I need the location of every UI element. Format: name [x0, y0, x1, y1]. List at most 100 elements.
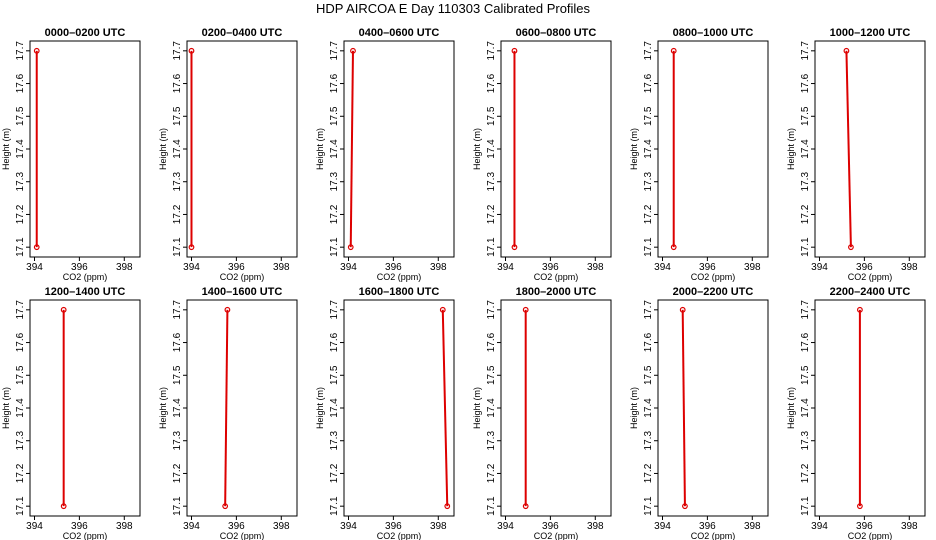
- y-tick-label: 17.2: [800, 463, 811, 483]
- y-tick-label: 17.7: [486, 41, 497, 61]
- panel-8: 1400–1600 UTC 394 396 398 17.1 17.2 17.3 17.4 17…: [158, 286, 298, 540]
- data-point: [522, 503, 529, 510]
- y-axis-label: Height (m): [786, 128, 796, 170]
- y-tick-label: 17.1: [172, 237, 183, 257]
- y-tick-label: 17.1: [329, 496, 340, 516]
- y-tick-label: 17.6: [643, 332, 654, 352]
- y-tick-label: 17.1: [486, 237, 497, 257]
- y-tick-label: 17.3: [486, 172, 497, 192]
- x-tick-label: 398: [430, 262, 447, 273]
- plot-frame: [343, 299, 455, 517]
- y-tick-label: 17.5: [486, 106, 497, 126]
- x-tick-label: 398: [273, 521, 290, 532]
- y-axis-label: Height (m): [786, 387, 796, 429]
- y-tick-label: 17.3: [15, 431, 26, 451]
- y-tick-label: 17.4: [486, 398, 497, 418]
- y-tick-label: 17.5: [643, 365, 654, 385]
- data-point: [670, 244, 677, 251]
- y-tick-label: 17.3: [15, 172, 26, 192]
- y-tick-label: 17.2: [172, 204, 183, 224]
- y-tick-label: 17.2: [643, 463, 654, 483]
- y-axis-label: Height (m): [472, 128, 482, 170]
- panel-4: 0600–0800 UTC 394 396 398 17.1 17.2 17.3 17.4 17…: [472, 27, 612, 282]
- y-tick-label: 17.7: [486, 300, 497, 320]
- x-tick-label: 398: [116, 521, 133, 532]
- y-tick-label: 17.1: [800, 237, 811, 257]
- x-axis-label: CO2 (ppm): [220, 531, 265, 540]
- data-point: [222, 503, 229, 510]
- plot-frame: [500, 299, 612, 517]
- y-tick-label: 17.7: [15, 300, 26, 320]
- figure-title: HDP AIRCOA E Day 110303 Calibrated Profi…: [316, 1, 591, 16]
- panel-12: 2200–2400 UTC 394 396 398 17.1 17.2 17.3 17.4 17…: [786, 286, 926, 540]
- x-tick-label: 398: [901, 521, 918, 532]
- panel-3: 0400–0600 UTC 394 396 398 17.1 17.2 17.3 17.4 17…: [315, 27, 455, 282]
- panel-title: 1800–2000 UTC: [516, 286, 597, 298]
- y-tick-label: 17.6: [15, 73, 26, 93]
- x-axis-label: CO2 (ppm): [377, 531, 422, 540]
- y-tick-label: 17.6: [329, 73, 340, 93]
- y-tick-label: 17.4: [329, 139, 340, 159]
- data-point: [682, 503, 688, 510]
- x-axis-label: CO2 (ppm): [377, 272, 422, 282]
- x-tick-label: 396: [385, 521, 402, 532]
- x-tick-label: 396: [542, 262, 559, 273]
- x-axis-label: CO2 (ppm): [691, 531, 736, 540]
- x-tick-label: 394: [654, 262, 671, 273]
- y-tick-label: 17.4: [800, 139, 811, 159]
- y-tick-label: 17.3: [643, 172, 654, 192]
- x-tick-label: 394: [654, 521, 671, 532]
- x-tick-label: 394: [811, 521, 828, 532]
- profile-line: [681, 309, 686, 507]
- x-tick-label: 396: [71, 521, 88, 532]
- y-tick-label: 17.7: [172, 300, 183, 320]
- y-axis-label: Height (m): [158, 387, 168, 429]
- data-point: [843, 47, 850, 54]
- panel-7: 1200–1400 UTC 394 396 398 17.1 17.2 17.3 17.4 17…: [1, 286, 141, 540]
- y-tick-label: 17.7: [643, 300, 654, 320]
- data-point: [848, 244, 854, 251]
- y-axis-label: Height (m): [1, 128, 11, 170]
- plot-frame: [186, 40, 298, 258]
- y-tick-label: 17.5: [15, 106, 26, 126]
- y-tick-label: 17.2: [643, 204, 654, 224]
- x-tick-label: 396: [542, 521, 559, 532]
- data-point: [60, 503, 67, 510]
- y-tick-label: 17.5: [486, 365, 497, 385]
- data-point: [33, 47, 40, 54]
- y-tick-label: 17.4: [15, 398, 26, 418]
- x-axis-label: CO2 (ppm): [534, 531, 579, 540]
- y-tick-label: 17.5: [329, 106, 340, 126]
- data-point: [188, 47, 195, 54]
- y-tick-label: 17.1: [15, 496, 26, 516]
- x-tick-label: 394: [497, 262, 514, 273]
- panel-6: 1000–1200 UTC 394 396 398 17.1 17.2 17.3 17.4 17…: [786, 27, 926, 282]
- x-tick-label: 398: [273, 262, 290, 273]
- data-point: [679, 306, 686, 313]
- plot-frame: [814, 40, 926, 258]
- y-tick-label: 17.2: [329, 463, 340, 483]
- x-tick-label: 396: [228, 262, 245, 273]
- y-tick-label: 17.5: [800, 106, 811, 126]
- y-tick-label: 17.3: [329, 172, 340, 192]
- panel-5: 0800–1000 UTC 394 396 398 17.1 17.2 17.3 17.4 17…: [629, 27, 769, 282]
- data-point: [522, 306, 529, 313]
- y-tick-label: 17.6: [329, 332, 340, 352]
- x-tick-label: 396: [699, 262, 716, 273]
- x-tick-label: 394: [497, 521, 514, 532]
- plot-frame: [29, 299, 141, 517]
- panel-title: 1400–1600 UTC: [202, 286, 283, 298]
- y-tick-label: 17.1: [15, 237, 26, 257]
- panel-9: 1600–1800 UTC 394 396 398 17.1 17.2 17.3 17.4 17…: [315, 286, 455, 540]
- y-axis-label: Height (m): [629, 128, 639, 170]
- y-tick-label: 17.1: [800, 496, 811, 516]
- y-tick-label: 17.7: [329, 41, 340, 61]
- plot-frame: [814, 299, 926, 517]
- panels: 0000–0200 UTC 394 396 398 17.1 17.2 17.3 17.4 17…: [1, 27, 926, 540]
- panel-title: 1200–1400 UTC: [45, 286, 126, 298]
- x-tick-label: 396: [856, 521, 873, 532]
- panel-title: 0800–1000 UTC: [673, 27, 754, 39]
- y-tick-label: 17.2: [172, 463, 183, 483]
- y-tick-label: 17.3: [800, 431, 811, 451]
- data-point: [224, 306, 231, 313]
